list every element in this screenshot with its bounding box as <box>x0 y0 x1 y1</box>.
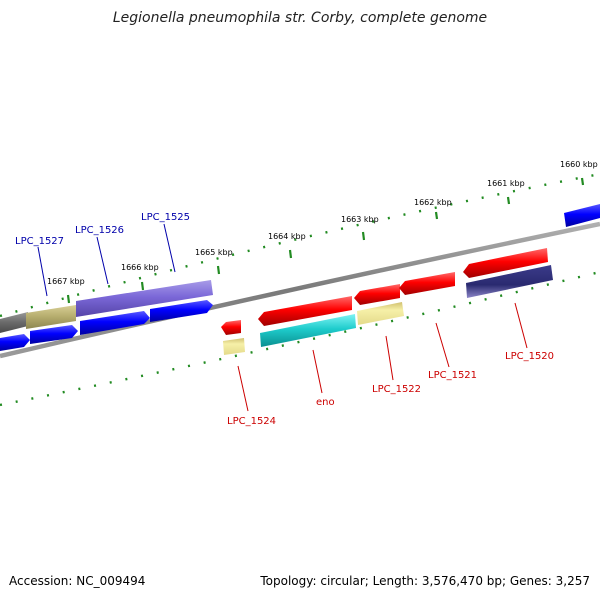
gene-label-lpc-1527[interactable]: LPC_1527 <box>15 236 64 247</box>
feature-eno[interactable] <box>260 314 356 347</box>
gene-lpc-1520[interactable] <box>463 248 548 278</box>
genome-summary-text: Topology: circular; Length: 3,576,470 bp… <box>260 574 590 588</box>
forward-cds-genes <box>0 300 213 351</box>
gene-label-lpc-1520[interactable]: LPC_1520 <box>505 351 554 362</box>
reverse-feature-genes <box>223 265 553 355</box>
feature-lpc-1522[interactable] <box>357 302 404 325</box>
scale-label: 1666 kbp <box>121 263 159 272</box>
scale-label: 1661 kbp <box>487 179 525 188</box>
reverse-cds-genes <box>221 248 548 335</box>
scale-label: 1660 kbp <box>560 160 598 169</box>
scale-label: 1665 kbp <box>195 248 233 257</box>
gene-lpc-1522[interactable] <box>354 284 400 305</box>
gene-label-lpc-1521[interactable]: LPC_1521 <box>428 370 477 381</box>
gene-lpc-1526-block[interactable] <box>76 280 213 317</box>
gene-labels-bottom: LPC_1524 eno LPC_1522 LPC_1521 LPC_1520 <box>227 351 554 427</box>
scale-label: 1662 kbp <box>414 198 452 207</box>
scale-label: 1663 kbp <box>341 215 379 224</box>
forward-outer-genes <box>0 204 600 333</box>
gene-label-lpc-1522[interactable]: LPC_1522 <box>372 384 421 395</box>
gene-eno[interactable] <box>258 296 352 326</box>
scale-labels: 1660 kbp 1661 kbp 1662 kbp 1663 kbp 1664… <box>47 160 598 286</box>
gene-far-right[interactable] <box>564 204 600 227</box>
gene-label-lpc-1525[interactable]: LPC_1525 <box>141 212 190 223</box>
gene-arrow-blue[interactable] <box>80 311 150 335</box>
gene-gray[interactable] <box>0 312 28 333</box>
inner-scale-track <box>0 270 600 407</box>
gene-lpc-1521[interactable] <box>399 272 455 295</box>
map-title: Legionella pneumophila str. Corby, compl… <box>112 10 488 26</box>
feature-lpc-1524[interactable] <box>223 338 245 355</box>
leader-lines <box>37 223 528 412</box>
gene-lpc-1524[interactable] <box>221 320 241 335</box>
genome-backbone <box>0 221 600 359</box>
gene-arrow-blue[interactable] <box>30 325 78 344</box>
gene-label-lpc-1526[interactable]: LPC_1526 <box>75 225 124 236</box>
gene-label-lpc-1524[interactable]: LPC_1524 <box>227 416 276 427</box>
gene-lpc-1527-rna[interactable] <box>26 305 76 329</box>
scale-label: 1667 kbp <box>47 277 85 286</box>
gene-arrow-blue[interactable] <box>150 300 213 322</box>
scale-label: 1664 kbp <box>268 232 306 241</box>
gene-arrow-blue[interactable] <box>0 334 30 351</box>
gene-labels-top: LPC_1527 LPC_1526 LPC_1525 <box>15 212 190 247</box>
feature-lpc-1520[interactable] <box>466 265 553 298</box>
major-ticks <box>66 177 585 304</box>
gene-label-eno[interactable]: eno <box>316 397 335 408</box>
accession-text: Accession: NC_009494 <box>9 574 146 588</box>
